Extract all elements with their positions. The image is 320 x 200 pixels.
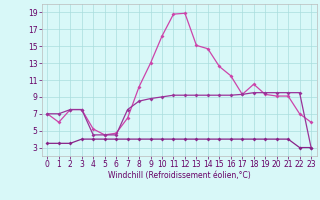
X-axis label: Windchill (Refroidissement éolien,°C): Windchill (Refroidissement éolien,°C) (108, 171, 251, 180)
